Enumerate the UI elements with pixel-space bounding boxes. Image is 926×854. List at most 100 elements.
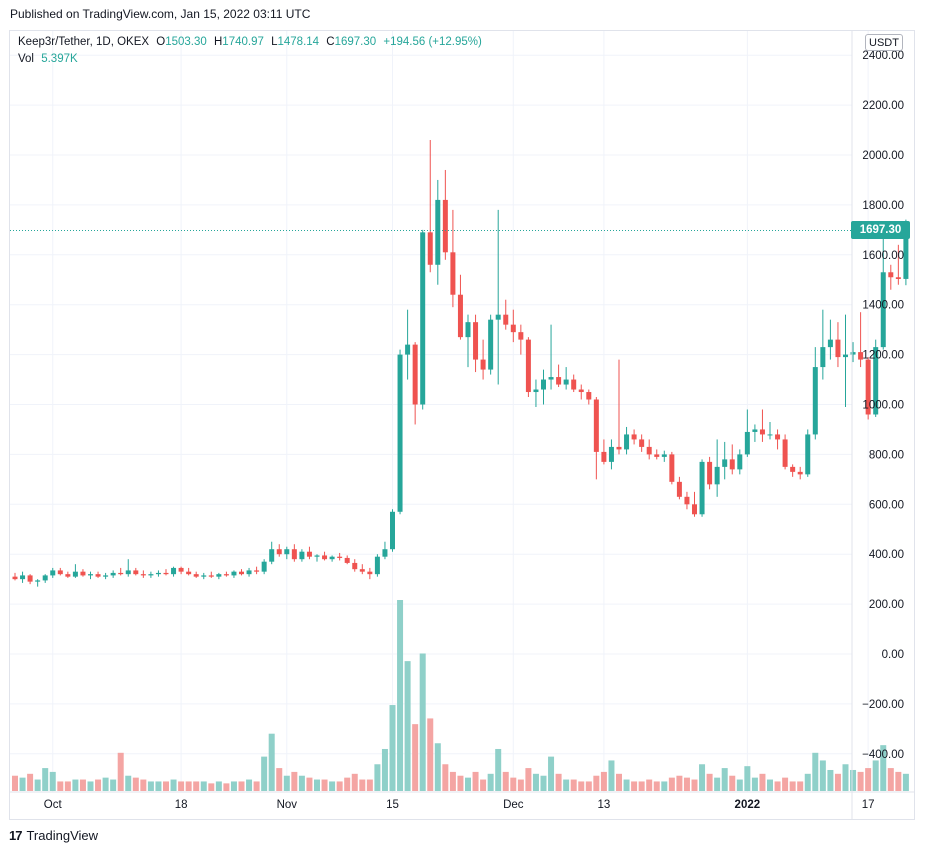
- volume-bar: [502, 771, 509, 791]
- y-tick-label: 2000.00: [862, 150, 904, 162]
- volume-bar: [465, 777, 471, 791]
- volume-bar: [834, 773, 841, 791]
- legend-high: 1740.97: [222, 36, 264, 48]
- candle-body: [72, 571, 78, 577]
- candle-body: [322, 555, 328, 560]
- volume-bar: [283, 775, 290, 791]
- candle-body: [503, 314, 509, 325]
- volume-bar: [804, 773, 811, 791]
- volume-bar: [223, 783, 230, 791]
- volume-bar: [789, 781, 796, 791]
- tradingview-brand[interactable]: 17 TradingView: [9, 828, 98, 843]
- volume-bar: [585, 781, 592, 791]
- candle-body: [473, 322, 479, 360]
- candle-body: [20, 575, 26, 580]
- legend-open-label: O: [156, 36, 166, 48]
- candle-body: [88, 574, 93, 576]
- volume-bar: [178, 781, 185, 791]
- candle-body: [442, 199, 448, 253]
- volume-bar: [812, 752, 819, 791]
- candle-body: [827, 339, 833, 348]
- y-tick-label: 2400.00: [862, 50, 904, 62]
- candle-body: [216, 574, 222, 577]
- candle-body: [744, 431, 750, 455]
- volume-bar: [902, 773, 909, 791]
- volume-bar: [857, 771, 864, 791]
- candle-body: [873, 347, 879, 415]
- volume-bar: [683, 777, 690, 791]
- volume-bar: [321, 779, 328, 791]
- volume-bar: [230, 781, 237, 791]
- volume-bar: [631, 781, 638, 791]
- volume-bars: [12, 600, 909, 791]
- volume-bar: [744, 766, 751, 791]
- legend-symbol[interactable]: Keep3r/Tether, 1D, OKEX: [18, 36, 150, 48]
- candle-body: [95, 574, 101, 577]
- candle-body: [684, 496, 690, 505]
- tradingview-logo-icon: 17: [9, 828, 23, 843]
- volume-bar: [57, 781, 64, 791]
- volume-bar: [329, 781, 336, 791]
- candle-body: [155, 572, 161, 575]
- y-tick-label: 1800.00: [862, 200, 904, 212]
- candle-body: [374, 556, 380, 575]
- volume-bar: [880, 745, 887, 791]
- chart-frame[interactable]: [9, 30, 915, 820]
- candle-body: [525, 339, 531, 393]
- candle-body: [261, 561, 267, 572]
- volume-bar: [389, 705, 396, 791]
- candle-body: [669, 454, 675, 482]
- volume-bar: [646, 779, 653, 791]
- candle-body: [231, 571, 237, 576]
- candle-body: [12, 576, 18, 580]
- candle-body: [835, 339, 841, 358]
- y-tick-label: 2200.00: [862, 100, 904, 112]
- volume-bar: [729, 775, 736, 791]
- candle-body: [306, 551, 312, 557]
- candle-body: [707, 461, 713, 485]
- volume-bar: [759, 773, 766, 791]
- candle-body: [223, 574, 229, 576]
- legend-change: +194.56 (+12.95%): [383, 36, 482, 48]
- volume-bar: [548, 756, 555, 791]
- price-axis: 2400.00 2200.00 2000.00 1800.00 1600.00 1400.…: [10, 31, 914, 819]
- x-tick-label: 15: [386, 799, 399, 811]
- candle-body: [556, 377, 562, 385]
- legend-high-label: H: [213, 36, 223, 48]
- volume-bar: [525, 768, 532, 791]
- volume-bar: [238, 781, 245, 791]
- candle-body: [239, 571, 244, 575]
- candle-body: [352, 562, 358, 570]
- currency-button[interactable]: USDT: [865, 34, 903, 51]
- volume-bar: [517, 779, 524, 791]
- candle-body: [103, 575, 109, 577]
- candle-body: [639, 439, 645, 447]
- x-tick-label: Dec: [503, 799, 524, 811]
- volume-bar: [782, 777, 789, 791]
- candle-body: [722, 459, 728, 467]
- volume-bar: [147, 781, 154, 791]
- candle-body: [65, 574, 71, 577]
- volume-bar: [563, 779, 570, 791]
- volume-bar: [751, 777, 758, 791]
- candle-body: [359, 569, 365, 572]
- volume-bar: [495, 748, 502, 791]
- volume-bar: [887, 768, 894, 791]
- volume-bar: [64, 781, 71, 791]
- candle-body: [495, 314, 501, 320]
- volume-bar: [397, 600, 404, 791]
- volume-bar: [193, 781, 200, 791]
- volume-bar: [653, 781, 660, 791]
- candle-body: [201, 575, 207, 577]
- candle-body: [510, 324, 516, 333]
- volume-bar: [578, 781, 585, 791]
- volume-bar: [706, 773, 713, 791]
- volume-bar: [12, 775, 18, 791]
- volume-bar: [487, 773, 494, 791]
- volume-bar: [842, 764, 849, 791]
- volume-bar: [49, 771, 56, 791]
- legend-close-label: C: [326, 36, 335, 48]
- candle-body: [344, 557, 350, 563]
- volume-bar: [72, 779, 79, 791]
